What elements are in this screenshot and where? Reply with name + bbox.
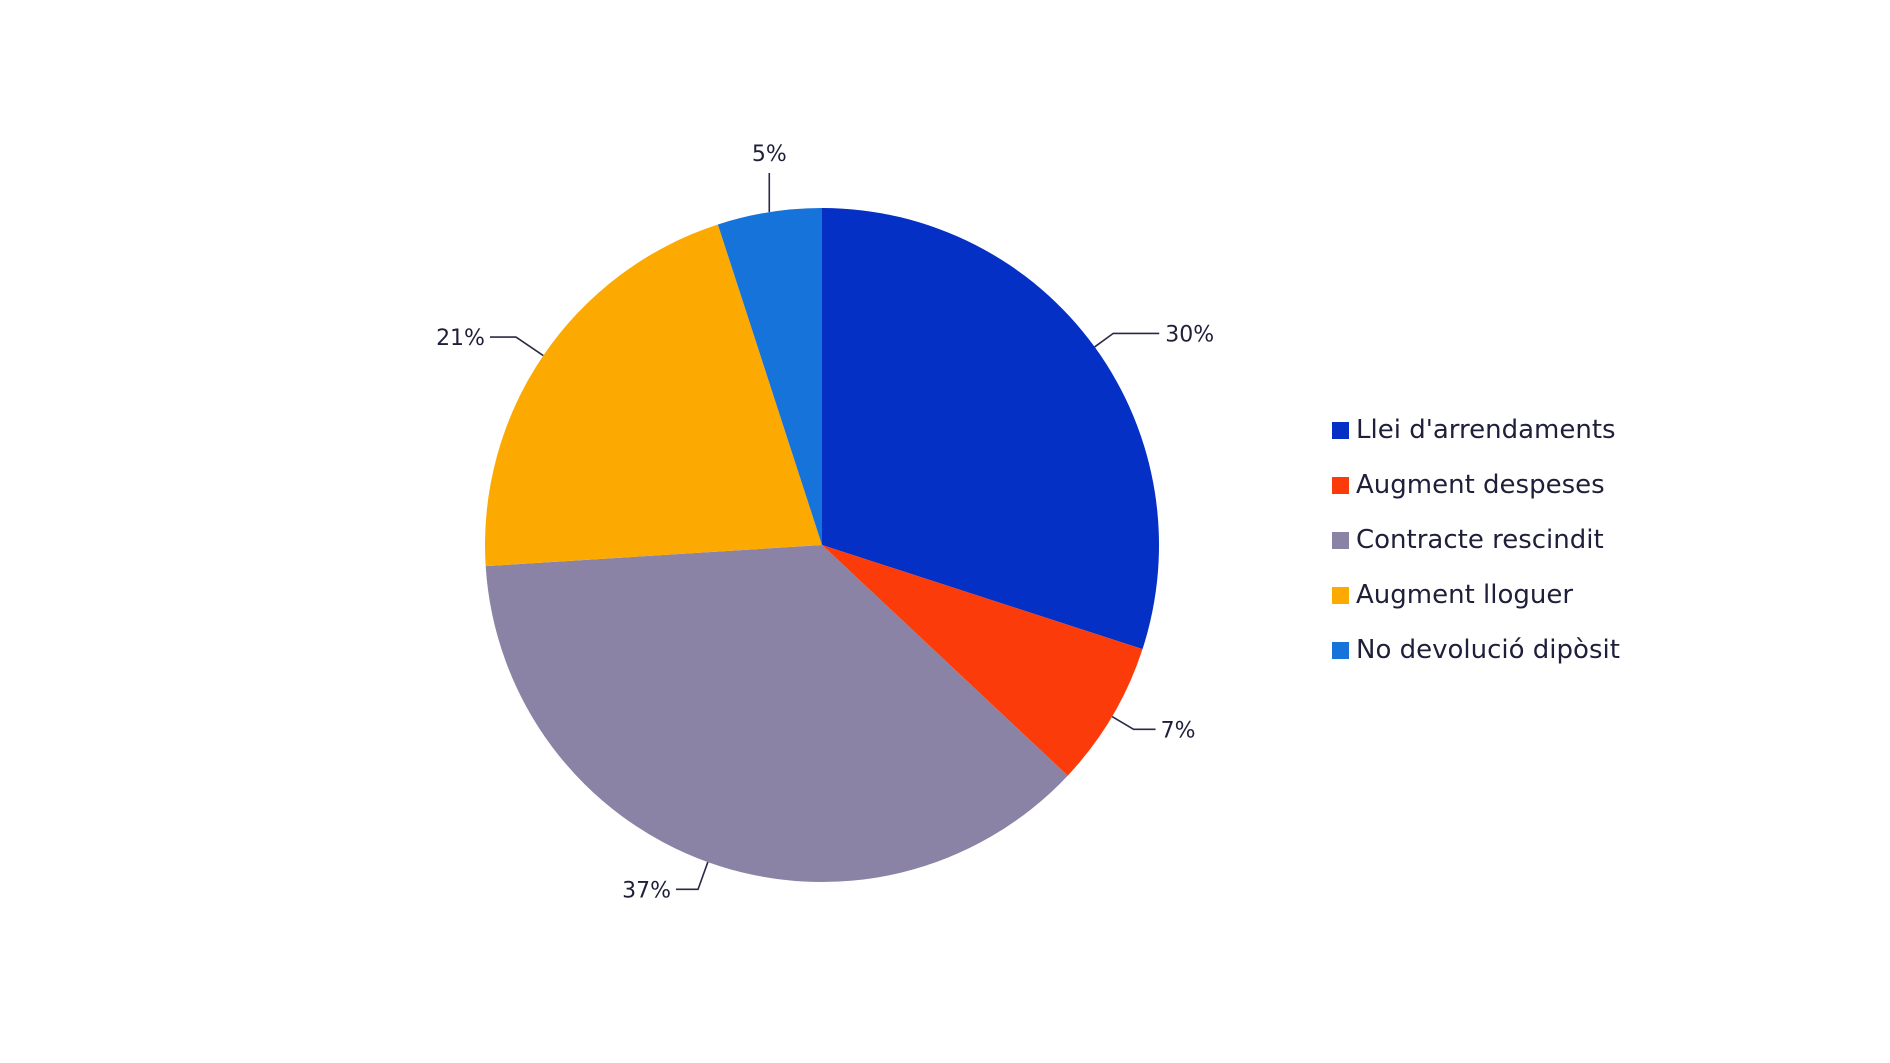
data-label-llei-d-arrendaments: 30% [1165, 322, 1214, 347]
legend-label-augment-lloguer: Augment lloguer [1356, 580, 1573, 610]
leader-line-contracte-rescindit [676, 861, 709, 891]
pie-slices [484, 208, 1160, 883]
pie-callouts: 30% 7% 37% 21% 5% [436, 142, 1214, 903]
pie-slice-augment-lloguer [484, 224, 822, 567]
pie-slice-contracte-rescindit [485, 545, 1068, 883]
data-label-no-devolucio-diposit: 5% [752, 142, 787, 167]
legend-item-augment-lloguer: Augment lloguer [1332, 580, 1573, 610]
leader-line-augment-despeses [1111, 715, 1156, 731]
data-label-augment-lloguer: 21% [436, 326, 485, 351]
legend-swatch-contracte-rescindit [1332, 532, 1349, 549]
pie-slice-augment-despeses [822, 545, 1143, 776]
legend-label-no-devolucio-diposit: No devolució dipòsit [1356, 635, 1620, 665]
leader-line-llei-d-arrendaments [1094, 332, 1160, 348]
pie-slice-llei-d-arrendaments [822, 208, 1160, 650]
legend-swatch-no-devolucio-diposit [1332, 642, 1349, 659]
data-label-contracte-rescindit: 37% [622, 878, 671, 903]
legend-item-no-devolucio-diposit: No devolució dipòsit [1332, 635, 1620, 665]
legend-swatch-llei-d-arrendaments [1332, 422, 1349, 439]
data-label-augment-despeses: 7% [1161, 718, 1196, 743]
legend-swatch-augment-despeses [1332, 477, 1349, 494]
legend-label-llei-d-arrendaments: Llei d'arrendaments [1356, 415, 1616, 445]
leader-line-augment-lloguer [489, 336, 544, 357]
legend: Llei d'arrendaments Augment despeses Contr… [1332, 415, 1620, 665]
legend-swatch-augment-lloguer [1332, 587, 1349, 604]
pie-slice-no-devolucio-diposit [717, 208, 822, 545]
legend-label-contracte-rescindit: Contracte rescindit [1356, 525, 1604, 555]
legend-item-augment-despeses: Augment despeses [1332, 470, 1605, 500]
legend-item-contracte-rescindit: Contracte rescindit [1332, 525, 1604, 555]
legend-label-augment-despeses: Augment despeses [1356, 470, 1605, 500]
legend-item-llei-d-arrendaments: Llei d'arrendaments [1332, 415, 1616, 445]
